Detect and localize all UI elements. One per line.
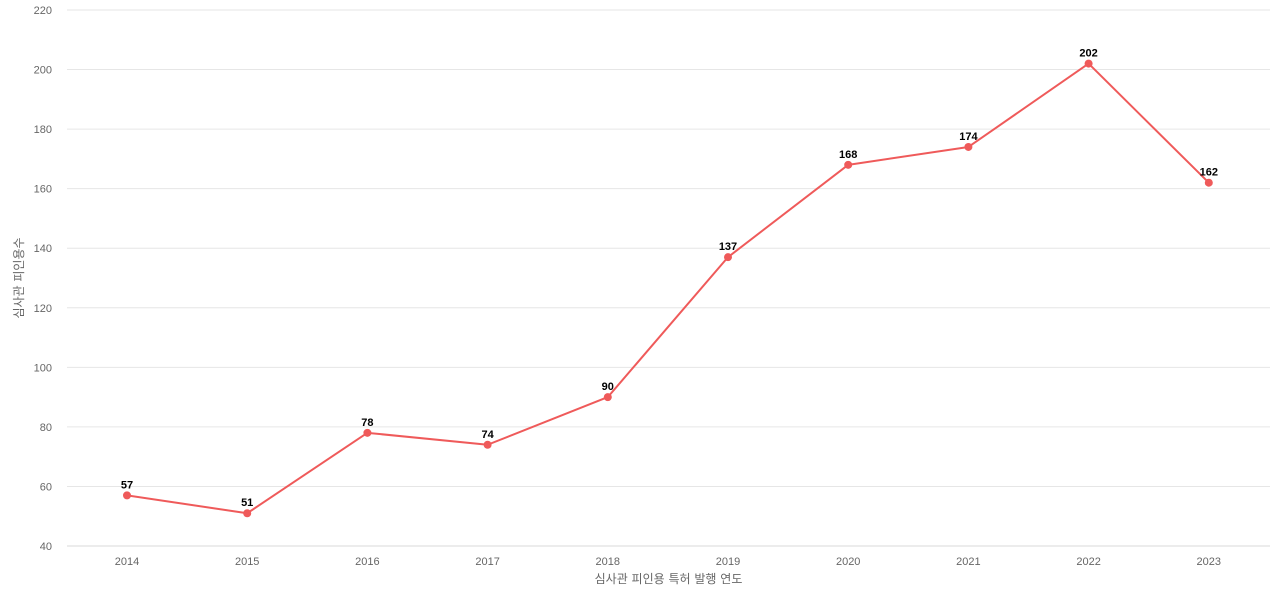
data-label: 202 [1079,48,1097,60]
data-point [1204,178,1213,187]
y-tick-label: 40 [40,541,52,553]
data-label: 74 [481,429,494,441]
y-tick-label: 120 [34,303,52,315]
x-tick-label: 2014 [115,556,139,568]
data-label: 90 [602,381,614,393]
y-tick-label: 140 [34,243,52,255]
gridlines [67,9,1270,547]
x-tick-label: 2015 [235,556,259,568]
y-tick-label: 200 [34,65,52,77]
y-tick-label: 60 [40,481,52,493]
data-point [964,142,973,151]
data-point [603,393,612,402]
series-group [123,59,1213,518]
x-axis-title: 심사관 피인용 특허 발행 연도 [595,571,743,586]
y-tick-label: 80 [40,422,52,434]
data-point [243,509,252,518]
data-labels: 57 51 78 74 90 137 168 174 202 162 [121,48,1218,510]
data-point [844,160,853,169]
x-tick-label: 2017 [475,556,499,568]
data-label: 137 [719,241,737,253]
data-point [363,428,372,437]
x-tick-label: 2020 [836,556,860,568]
y-tick-label: 220 [34,5,52,17]
x-tick-label: 2023 [1197,556,1221,568]
y-tick-label: 180 [34,124,52,136]
y-tick-label: 160 [34,184,52,196]
data-label: 174 [959,131,978,143]
y-tick-label: 100 [34,362,52,374]
y-axis-ticks: 40 60 80 100 120 140 160 180 200 220 [34,5,52,553]
series-line [126,62,1210,515]
data-label: 168 [839,149,857,161]
data-point [483,440,492,449]
data-point [724,253,732,262]
y-axis-title: 심사관 피인용수 [12,237,26,318]
x-axis-ticks: 2014 2015 2016 2017 2018 2019 2020 2021 2022 2023 [115,556,1221,568]
data-label: 162 [1200,167,1218,179]
x-tick-label: 2018 [596,556,620,568]
data-label: 78 [361,417,373,429]
x-tick-label: 2021 [956,556,980,568]
x-tick-label: 2016 [355,556,379,568]
x-tick-label: 2019 [716,556,740,568]
data-label: 51 [241,497,253,509]
data-point [1084,59,1093,68]
x-tick-label: 2022 [1076,556,1100,568]
data-label: 57 [121,479,133,491]
data-point [123,491,131,500]
